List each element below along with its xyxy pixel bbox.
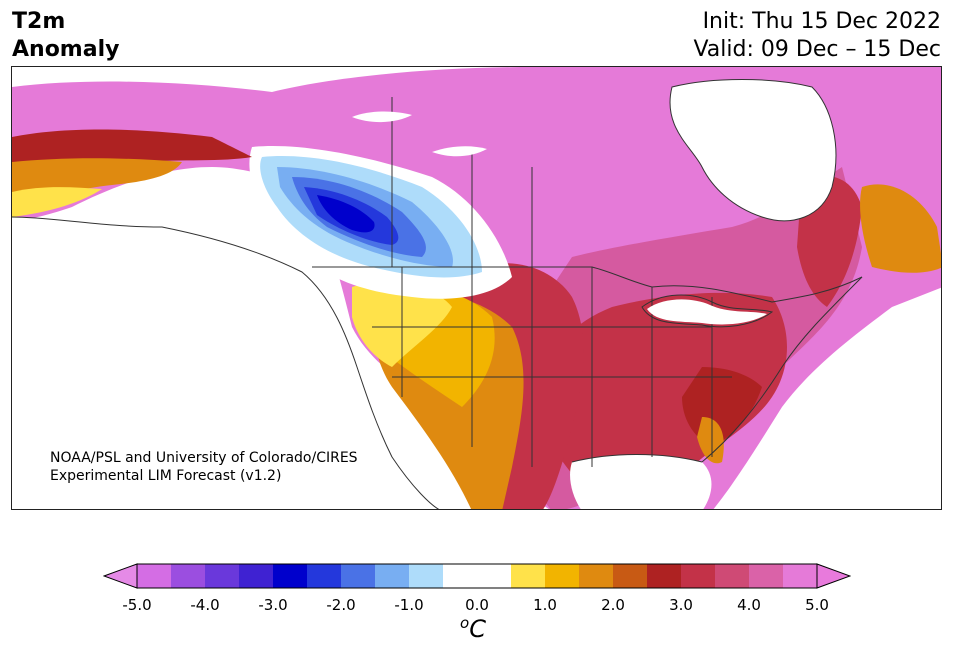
colorbar-unit: oC: [460, 614, 486, 643]
colorbar-segment: [171, 564, 206, 588]
colorbar-segment: [307, 564, 342, 588]
pacific-ocean: [12, 217, 439, 509]
atlantic-coast: [701, 276, 863, 463]
colorbar-tick-label: -1.0: [394, 596, 424, 614]
colorbar-tick-label: -2.0: [326, 596, 356, 614]
anomaly-region-orange-east: [860, 184, 941, 273]
colorbar-segment: [647, 564, 682, 588]
colorbar-segment: [579, 564, 614, 588]
great-lakes: [641, 294, 774, 328]
colorbar-tick-label: 2.0: [601, 596, 625, 614]
colorbar-over-arrow: [816, 563, 852, 589]
unit-degree: o: [460, 614, 470, 632]
credit-text: NOAA/PSL and University of Colorado/CIRE…: [50, 449, 358, 485]
credit-line-1: NOAA/PSL and University of Colorado/CIRE…: [50, 450, 358, 466]
arctic-lake-2: [432, 146, 487, 157]
hudson-bay-coast: [669, 79, 837, 222]
title-line-2: Anomaly: [12, 37, 120, 62]
valid-range: Valid: 09 Dec – 15 Dec: [693, 37, 941, 62]
colorbar-tick-label: -4.0: [190, 596, 220, 614]
arctic-lake-1: [352, 111, 412, 123]
hudson-bay: [669, 79, 836, 221]
anomaly-map: NOAA/PSL and University of Colorado/CIRE…: [11, 66, 942, 510]
map-title: T2m Anomaly: [12, 8, 119, 64]
anomaly-field: [12, 67, 941, 509]
gulf-of-mexico: [570, 454, 712, 509]
map-canvas: [12, 67, 941, 509]
colorbar-tick-label: 1.0: [533, 596, 557, 614]
colorbar-tick-label: -5.0: [122, 596, 152, 614]
colorbar-outline: [136, 563, 818, 589]
colorbar-svg: [102, 563, 852, 589]
init-date: Init: Thu 15 Dec 2022: [702, 9, 941, 34]
colorbar-segment: [783, 564, 818, 588]
great-lakes-water: [647, 299, 767, 325]
anomaly-region-alaska-yellow: [12, 187, 102, 217]
atlantic-ocean: [713, 287, 941, 509]
unit-letter: C: [469, 615, 486, 643]
title-line-1: T2m: [12, 9, 66, 34]
colorbar-tick-label: 4.0: [737, 596, 761, 614]
colorbar-segment: [613, 564, 648, 588]
colorbar-segment: [715, 564, 750, 588]
anomaly-region-florida: [697, 417, 724, 464]
lakes: [352, 111, 767, 325]
us-canada-border: [312, 266, 863, 303]
colorbar-segment: [375, 564, 410, 588]
colorbar-segment: [273, 564, 308, 588]
colorbar: [102, 563, 852, 593]
colorbar-segment: [443, 564, 478, 588]
colorbar-segment: [137, 564, 172, 588]
colorbar-segment: [681, 564, 716, 588]
colorbar-segment: [341, 564, 376, 588]
colorbar-tick-label: 3.0: [669, 596, 693, 614]
forecast-dates: Init: Thu 15 Dec 2022 Valid: 09 Dec – 15…: [693, 8, 941, 64]
borders: [12, 79, 863, 509]
anomaly-region-crimson: [532, 292, 787, 497]
colorbar-ticks: -5.0 -4.0 -3.0 -2.0 -1.0 0.0 1.0 2.0 3.0 4.0 5.0: [0, 596, 953, 616]
colorbar-segment: [205, 564, 240, 588]
colorbar-segment: [239, 564, 274, 588]
gulf-coast: [571, 454, 703, 463]
colorbar-segment: [511, 564, 546, 588]
credit-line-2: Experimental LIM Forecast (v1.2): [50, 468, 282, 484]
colorbar-tick-label: 0.0: [465, 596, 489, 614]
colorbar-segment: [749, 564, 784, 588]
colorbar-tick-label: -3.0: [258, 596, 288, 614]
colorbar-under-arrow: [102, 563, 138, 589]
colorbar-segment: [545, 564, 580, 588]
colorbar-segment: [409, 564, 444, 588]
colorbar-tick-label: 5.0: [805, 596, 829, 614]
anomaly-region-navy: [317, 195, 375, 233]
colorbar-segment: [477, 564, 512, 588]
coastline-west: [12, 216, 440, 509]
